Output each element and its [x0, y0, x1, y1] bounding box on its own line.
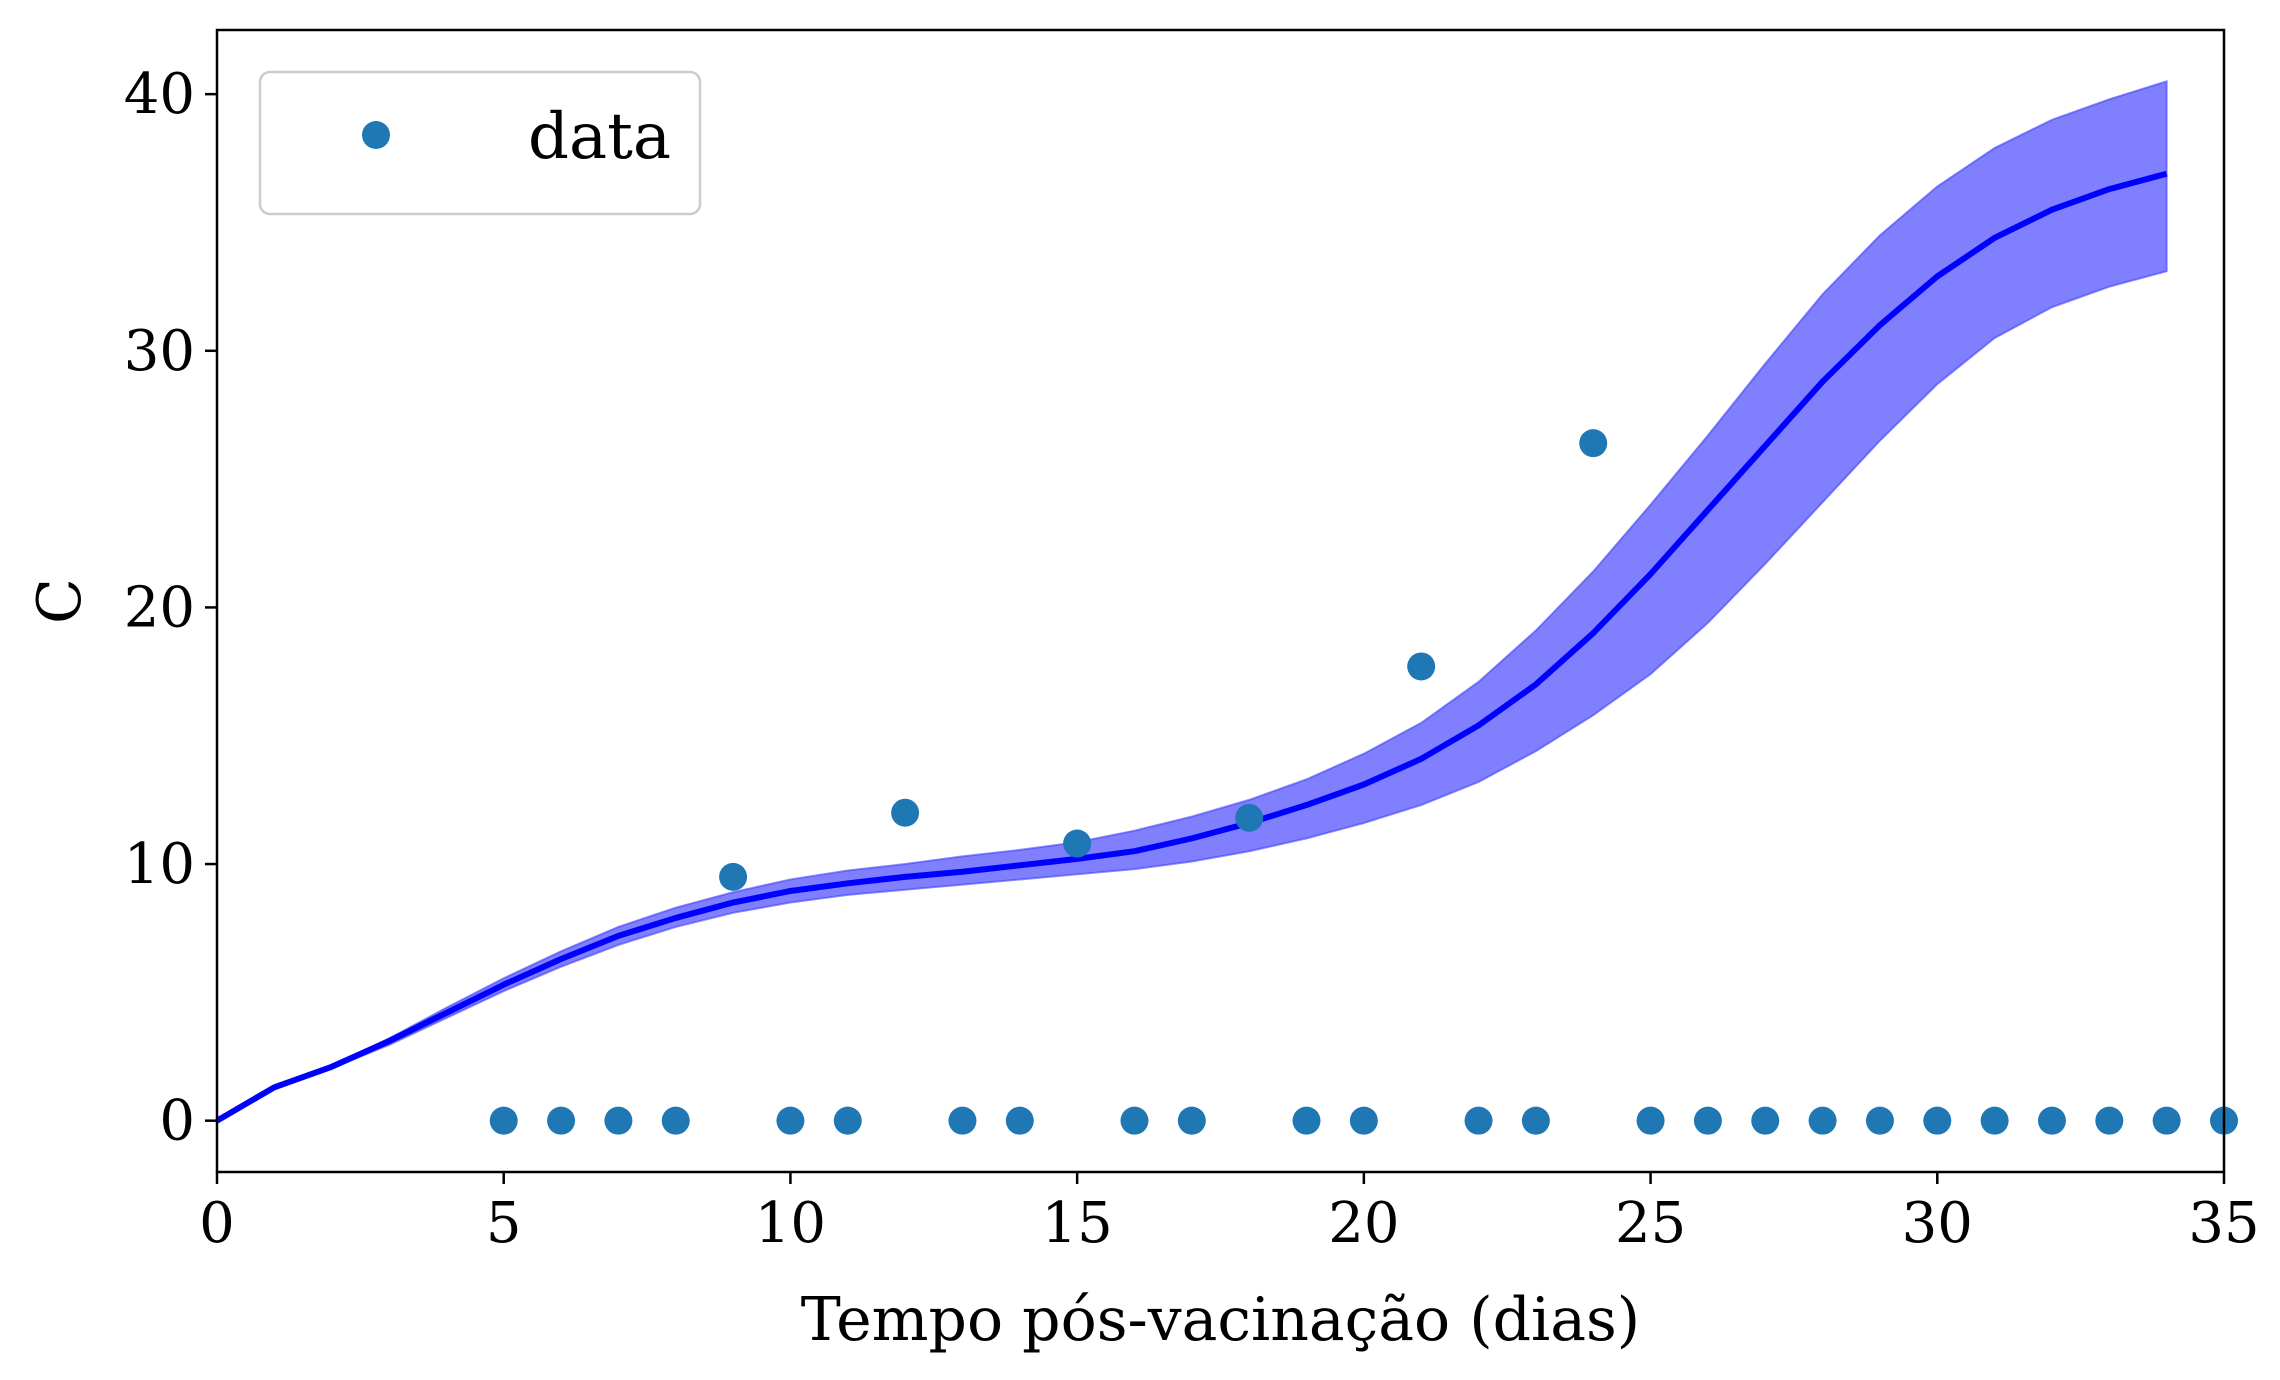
- x-tick-label: 35: [2188, 1191, 2259, 1256]
- data-points-layer: [489, 429, 2238, 1135]
- legend-box: [258, 70, 702, 216]
- data-point: [1235, 803, 1264, 832]
- data-point: [1464, 1106, 1493, 1135]
- data-point: [1923, 1106, 1952, 1135]
- plot-frame: [215, 28, 2226, 1174]
- confidence-band-layer: [216, 79, 2168, 1122]
- data-point: [1005, 1106, 1034, 1135]
- data-point: [547, 1106, 576, 1135]
- data-point: [2152, 1106, 2181, 1135]
- data-point: [776, 1106, 805, 1135]
- y-tick-label: 0: [159, 1089, 195, 1154]
- y-axis-label: C: [25, 578, 95, 624]
- x-tick-label: 25: [1615, 1191, 1686, 1256]
- x-tick-label: 10: [755, 1191, 826, 1256]
- data-point: [661, 1106, 690, 1135]
- x-axis-ticks: 0 5 10 15 20 25 30 35: [199, 1172, 2260, 1256]
- data-point: [1865, 1106, 1894, 1135]
- data-point: [1407, 652, 1436, 681]
- x-tick-label: 30: [1902, 1191, 1973, 1256]
- x-tick-label: 20: [1328, 1191, 1399, 1256]
- model-line-layer: [215, 170, 2168, 1124]
- data-point: [1636, 1106, 1665, 1135]
- data-point: [1521, 1106, 1550, 1135]
- data-point: [833, 1106, 862, 1135]
- model-line: [215, 170, 2168, 1124]
- legend-label: data: [528, 100, 671, 174]
- y-tick-label: 30: [124, 319, 195, 384]
- data-point: [1751, 1106, 1780, 1135]
- data-point: [1177, 1106, 1206, 1135]
- data-point: [2095, 1106, 2124, 1135]
- data-point: [489, 1106, 518, 1135]
- data-point: [1349, 1106, 1378, 1135]
- x-tick-label: 0: [199, 1191, 235, 1256]
- y-tick-label: 10: [124, 832, 195, 897]
- legend: data: [258, 70, 702, 216]
- data-point: [1120, 1106, 1149, 1135]
- data-point: [1063, 829, 1092, 858]
- data-point: [1693, 1106, 1722, 1135]
- data-point: [1808, 1106, 1837, 1135]
- y-tick-label: 20: [124, 575, 195, 640]
- data-point: [1292, 1106, 1321, 1135]
- confidence-band: [216, 79, 2168, 1122]
- y-axis-ticks: 0 10 20 30 40: [124, 62, 217, 1154]
- legend-marker: [362, 121, 390, 149]
- data-point: [2037, 1106, 2066, 1135]
- x-tick-label: 5: [486, 1191, 522, 1256]
- data-point: [891, 798, 920, 827]
- x-tick-label: 15: [1042, 1191, 1113, 1256]
- x-axis-label: Tempo pós-vacinação (dias): [801, 1285, 1640, 1355]
- data-point: [719, 862, 748, 891]
- data-point: [1980, 1106, 2009, 1135]
- data-point: [948, 1106, 977, 1135]
- y-tick-label: 40: [124, 62, 195, 127]
- data-point: [1579, 429, 1608, 458]
- data-point: [604, 1106, 633, 1135]
